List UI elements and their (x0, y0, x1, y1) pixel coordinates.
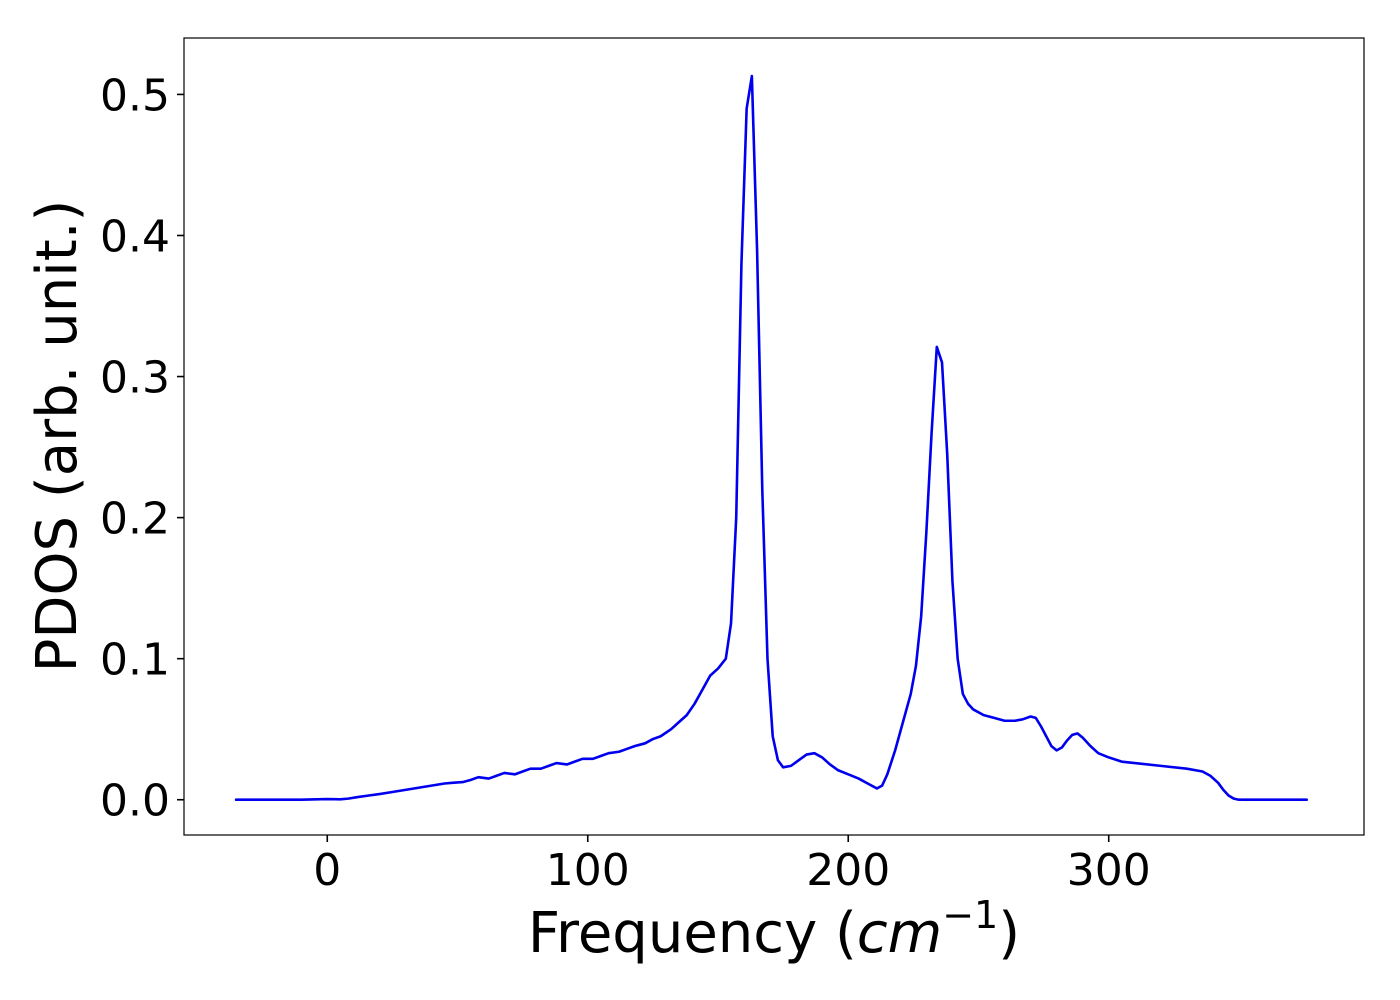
pdos-series-line (234, 74, 1308, 802)
x-axis-label: Frequency (cm−1) (528, 893, 1020, 966)
ticks-layer: 0 100 200 300 0.0 0.1 0.2 0.3 0.4 0.5 (100, 70, 1151, 896)
y-tick-label: 0.2 (100, 494, 170, 545)
y-tick-label: 0.0 (100, 776, 170, 827)
x-axis-label-suffix: ) (998, 901, 1020, 966)
y-axis-label: PDOS (arb. unit.) (25, 200, 90, 673)
y-tick-label: 0.5 (100, 70, 170, 121)
x-tick-label: 100 (546, 845, 630, 896)
series-layer (234, 74, 1308, 802)
x-tick-label: 300 (1067, 845, 1151, 896)
x-axis-label-exponent: −1 (942, 893, 998, 937)
y-tick-label: 0.1 (100, 635, 170, 686)
plot-frame (183, 37, 1365, 836)
y-tick-label: 0.4 (100, 211, 170, 262)
x-tick-label: 200 (806, 845, 890, 896)
y-tick-label: 0.3 (100, 353, 170, 404)
x-axis-label-unit: cm (857, 901, 942, 966)
x-tick-label: 0 (313, 845, 341, 896)
x-axis-label-prefix: Frequency ( (528, 901, 857, 966)
